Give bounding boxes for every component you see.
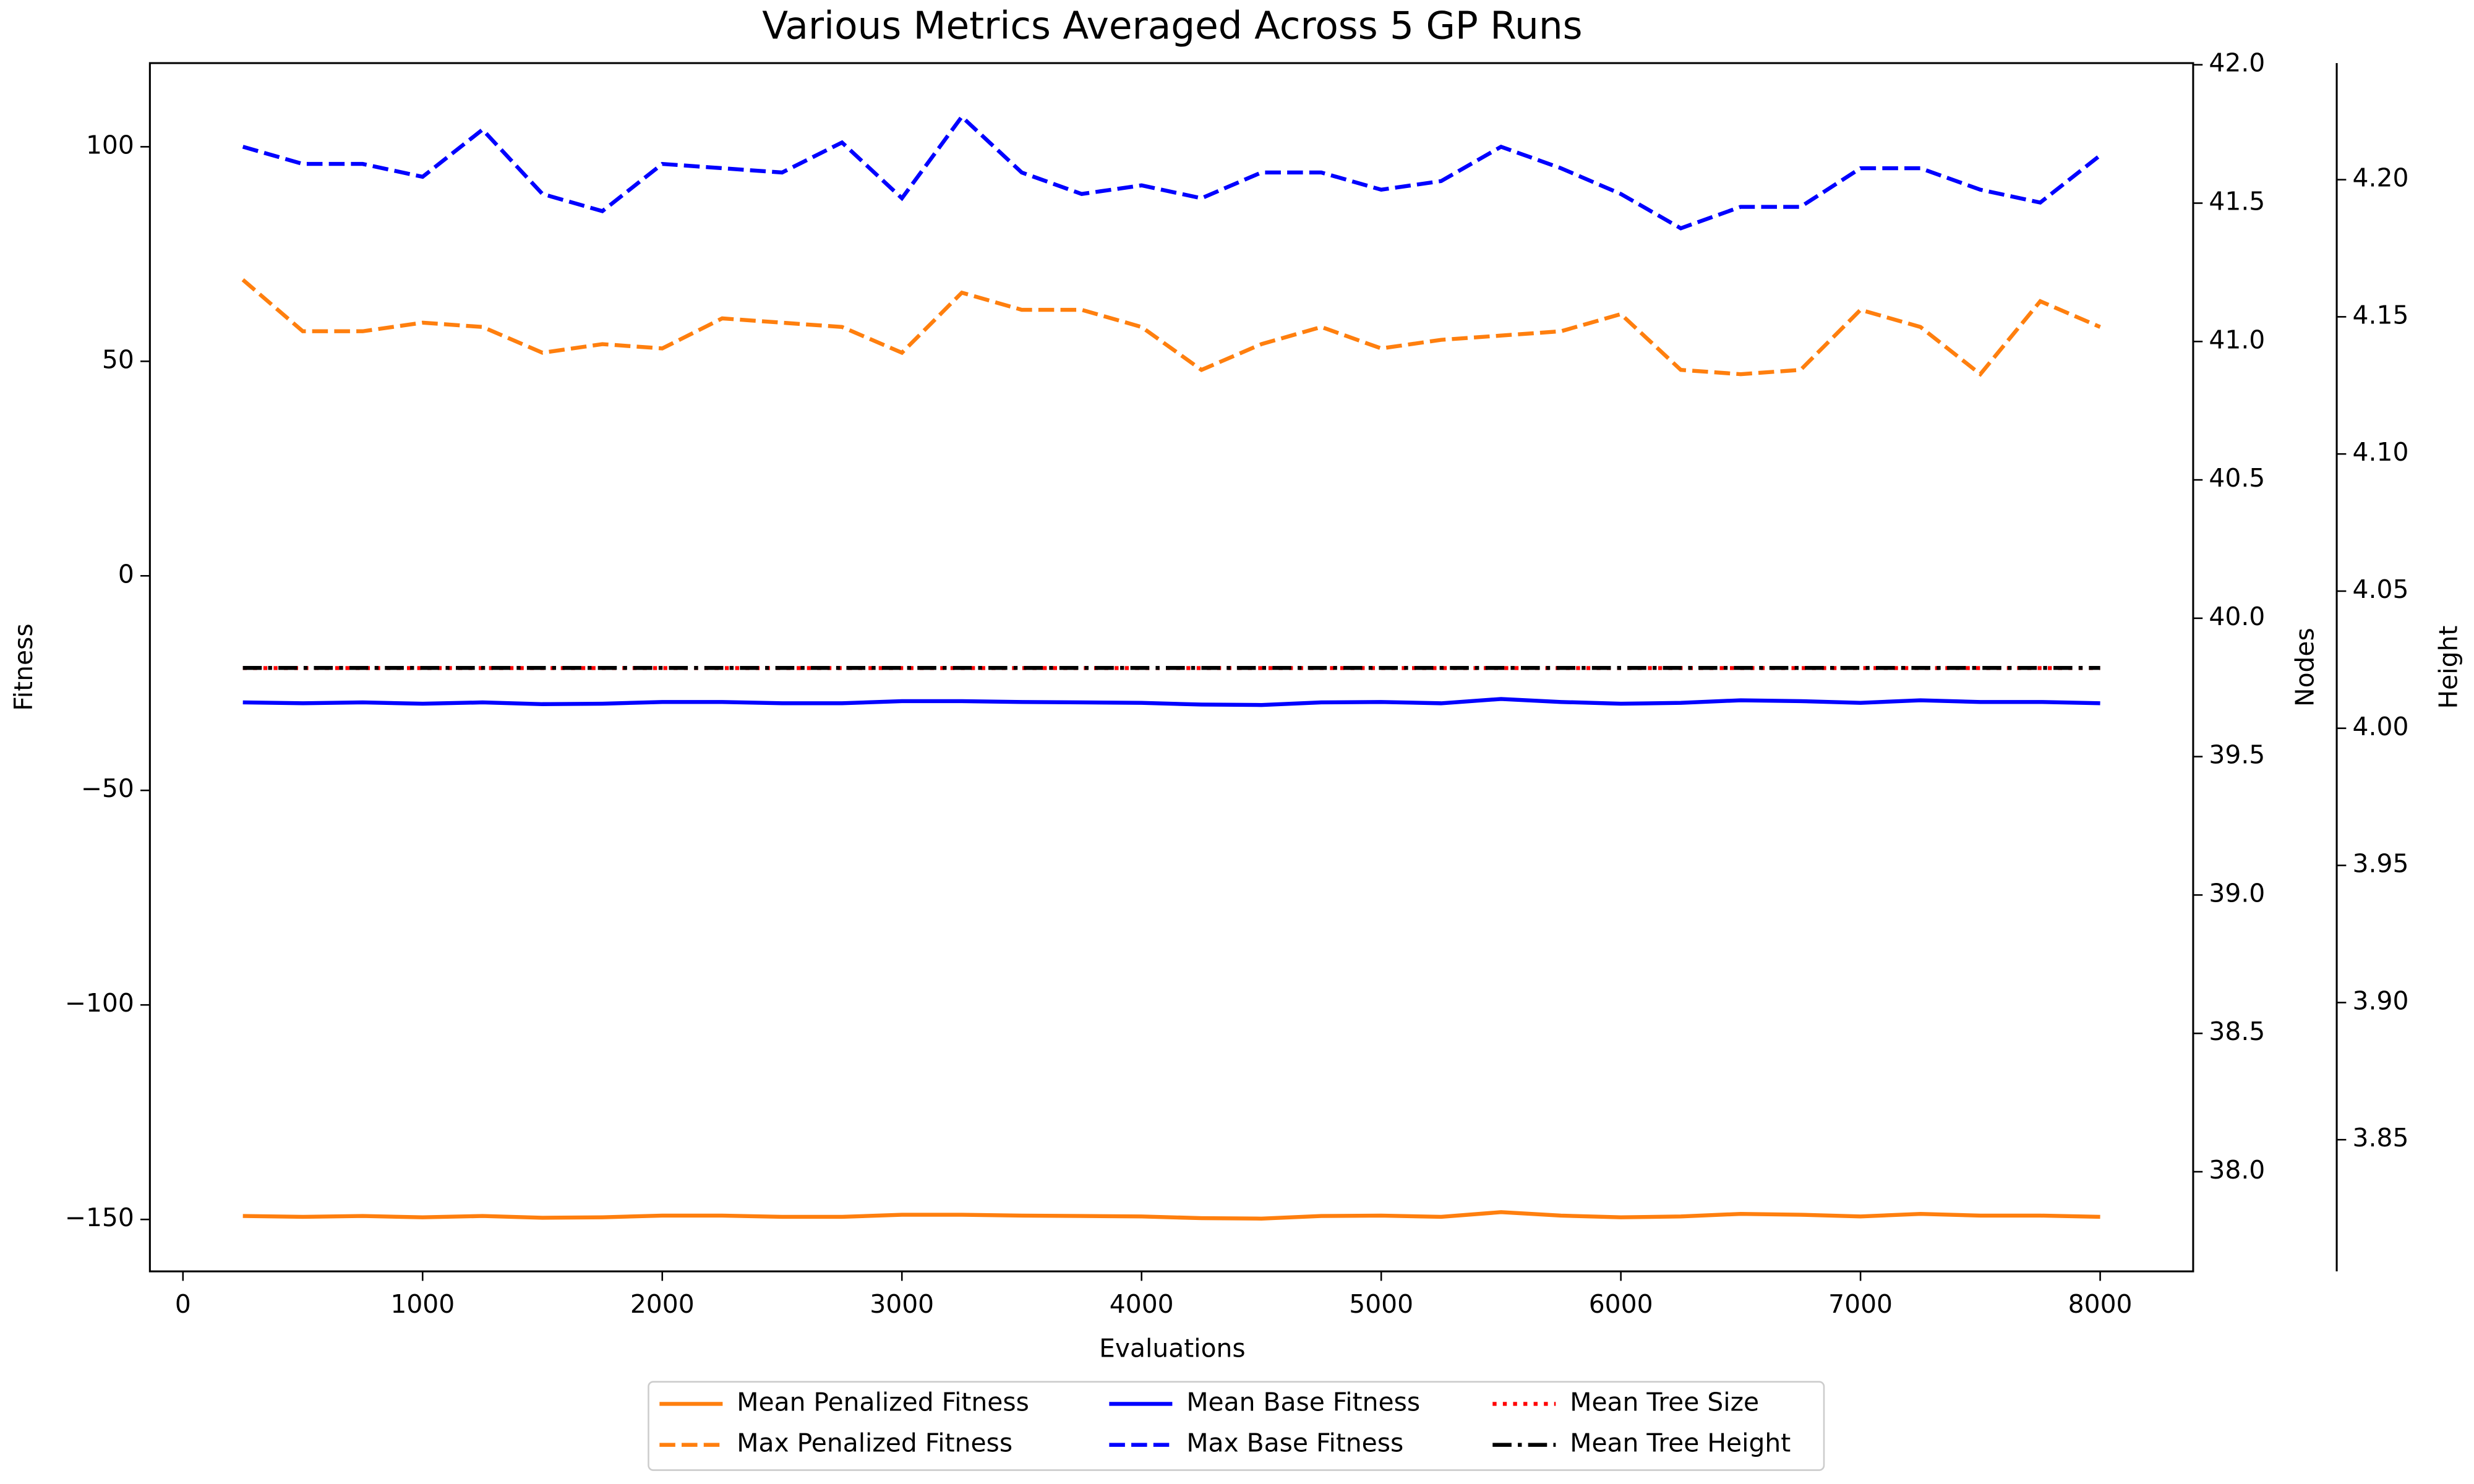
x-tick-label: 5000: [1349, 1289, 1413, 1319]
chart-title: Various Metrics Averaged Across 5 GP Run…: [762, 4, 1582, 48]
y2-tick-label: 38.0: [2209, 1155, 2265, 1185]
legend-box: [648, 1381, 1825, 1471]
y-tick-label: −50: [81, 774, 134, 803]
x-tick-label: 7000: [1828, 1289, 1893, 1319]
y2-tick-label: 38.5: [2209, 1017, 2265, 1046]
y-tick-label: 100: [86, 130, 134, 160]
y3-tick-label: 3.90: [2353, 986, 2409, 1015]
y3-tick-label: 4.10: [2353, 437, 2409, 467]
series-line: [242, 114, 2102, 231]
y3-tick-label: 4.20: [2353, 163, 2409, 193]
y2-tick-label: 40.0: [2209, 602, 2265, 631]
y-tick-label: 0: [118, 559, 134, 589]
x-tick-label: 1000: [390, 1289, 455, 1319]
legend-label: Max Base Fitness: [1186, 1428, 1403, 1458]
y3-tick-label: 4.15: [2353, 300, 2409, 330]
series-line: [241, 278, 2101, 377]
y2-tick-label: 41.5: [2209, 187, 2265, 216]
x-axis-label: Evaluations: [1099, 1334, 1246, 1363]
y-tick-label: −100: [65, 988, 134, 1018]
series-line: [242, 1210, 2100, 1221]
y3-tick-label: 3.85: [2353, 1123, 2409, 1153]
legend-label: Max Penalized Fitness: [737, 1428, 1012, 1458]
x-tick-label: 4000: [1110, 1289, 1174, 1319]
y3-axis-label: Height: [2434, 626, 2463, 709]
x-tick-label: 3000: [870, 1289, 934, 1319]
y3-tick-label: 4.00: [2353, 712, 2409, 741]
y-tick-label: 50: [102, 344, 134, 374]
y3-tick-label: 3.95: [2353, 849, 2409, 879]
series-line: [242, 697, 2100, 707]
legend-label: Mean Tree Height: [1570, 1428, 1791, 1458]
legend-label: Mean Tree Size: [1570, 1387, 1759, 1417]
y-tick-label: −150: [65, 1203, 134, 1232]
y-axis-label: Fitness: [9, 623, 38, 710]
y2-tick-label: 40.5: [2209, 463, 2265, 493]
y2-tick-label: 41.0: [2209, 325, 2265, 354]
y2-tick-label: 39.0: [2209, 878, 2265, 908]
legend-label: Mean Penalized Fitness: [737, 1387, 1029, 1417]
plot-frame: [148, 62, 2194, 1273]
y2-axis-label: Nodes: [2290, 628, 2320, 707]
y2-tick-label: 39.5: [2209, 740, 2265, 770]
x-tick-label: 6000: [1589, 1289, 1653, 1319]
y3-tick-label: 4.05: [2353, 574, 2409, 604]
y2-tick-label: 42.0: [2209, 48, 2265, 78]
x-tick-label: 0: [175, 1289, 191, 1319]
x-tick-label: 8000: [2068, 1289, 2133, 1319]
x-tick-label: 2000: [630, 1289, 695, 1319]
legend-label: Mean Base Fitness: [1186, 1387, 1420, 1417]
